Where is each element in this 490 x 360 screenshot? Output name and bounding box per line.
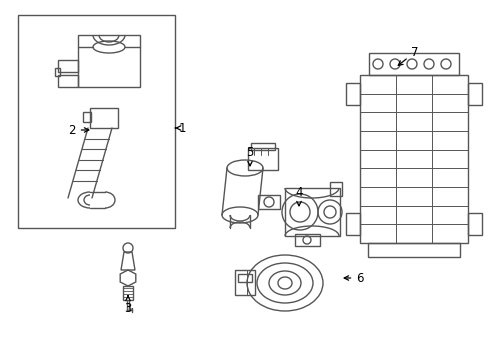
Bar xyxy=(369,53,459,75)
Bar xyxy=(330,182,342,196)
Bar xyxy=(251,143,275,150)
Bar xyxy=(238,274,252,282)
Bar xyxy=(90,108,118,128)
Bar xyxy=(78,35,140,87)
Text: 3: 3 xyxy=(124,296,132,315)
Bar xyxy=(58,75,78,87)
Bar xyxy=(468,83,482,105)
Bar xyxy=(58,60,78,72)
Bar xyxy=(55,68,60,76)
Bar xyxy=(83,112,91,122)
Text: 4: 4 xyxy=(295,185,303,206)
Bar xyxy=(468,213,482,235)
Bar xyxy=(258,195,280,209)
Bar xyxy=(295,234,320,246)
Bar xyxy=(346,213,360,235)
Text: 1: 1 xyxy=(175,122,186,135)
Bar xyxy=(248,148,278,170)
Text: 5: 5 xyxy=(246,145,254,166)
Bar xyxy=(360,75,468,243)
Bar xyxy=(368,243,460,257)
Text: 6: 6 xyxy=(344,271,364,284)
Bar xyxy=(18,15,175,228)
Bar xyxy=(285,188,340,236)
Text: 7: 7 xyxy=(398,45,419,66)
Bar xyxy=(123,286,133,300)
Text: 2: 2 xyxy=(68,123,89,136)
Bar xyxy=(346,83,360,105)
Bar xyxy=(235,270,255,295)
